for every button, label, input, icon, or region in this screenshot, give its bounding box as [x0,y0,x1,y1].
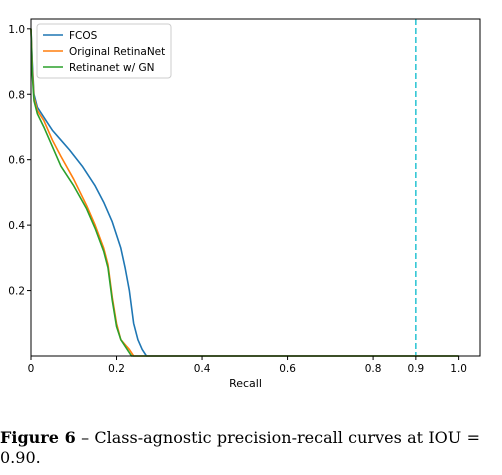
series-line-0 [30,28,459,357]
y-tick-label: 0.6 [8,155,25,167]
legend: FCOS Original RetinaNet Retinanet w/ GN [36,23,172,79]
y-tick-label: 0.8 [8,89,25,101]
figure-caption: Figure 6 – Class-agnostic precision-reca… [0,428,480,468]
y-tick-label: 1.0 [8,24,25,36]
y-tick-label: 0.2 [8,286,25,298]
series-line-2 [30,28,459,357]
y-tick-label: 0.4 [8,220,25,232]
x-tick-label: 1.0 [450,363,467,375]
plot-frame [30,18,481,357]
x-tick-label: 0.6 [279,363,296,375]
legend-label-2: Retinanet w/ GN [69,62,154,74]
x-tick-label: 0 [28,363,35,375]
legend-box [36,23,172,79]
precision-recall-chart: 0 0.2 0.4 0.6 0.8 0.9 1.0 0.2 0.4 0.6 0.8 1.0 Recall… [8,18,481,390]
legend-label-1: Original RetinaNet [69,46,165,58]
plot-area: 0 0.2 0.4 0.6 0.8 0.9 1.0 0.2 0.4 0.6 0.8 1.0 Recall [8,18,481,390]
x-tick-label: 0.4 [194,363,211,375]
x-tick-label: 0.9 [408,363,425,375]
legend-label-0: FCOS [69,30,98,42]
x-axis-label: Recall [229,377,262,390]
caption-label: Figure 6 [0,428,76,447]
x-tick-label: 0.8 [365,363,382,375]
caption-text: – Class-agnostic precision-recall curves… [0,428,480,467]
x-tick-label: 0.2 [108,363,125,375]
